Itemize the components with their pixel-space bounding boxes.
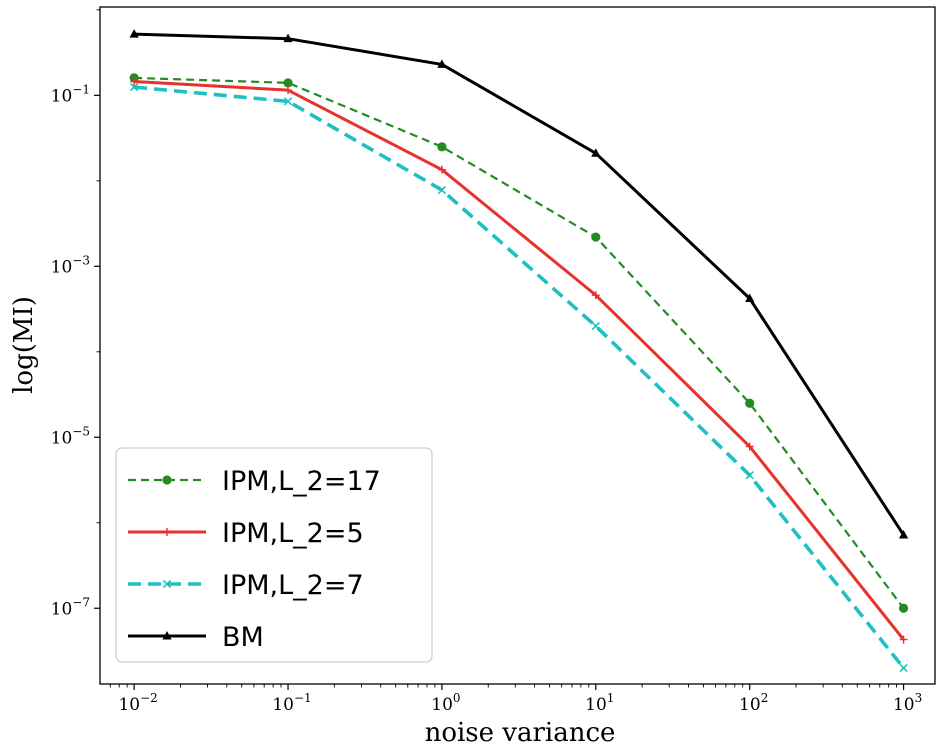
series-layer — [129, 29, 909, 673]
series-3 — [129, 29, 909, 539]
x-tick-label-3: 101 — [585, 691, 614, 715]
x-axis-ticks: 10−2 10−1 100 101 102 103 — [109, 684, 922, 715]
series-3-point-3 — [591, 148, 601, 157]
series-line-3 — [134, 32, 905, 536]
x-tick-label-2: 100 — [431, 691, 460, 715]
x-tick-label-5: 103 — [893, 691, 922, 715]
series-1-point-3 — [591, 291, 600, 300]
legend-frame — [115, 447, 433, 663]
x-tick-label-4: 102 — [739, 691, 768, 715]
series-line-1 — [134, 80, 905, 641]
series-0-point-3 — [591, 232, 601, 242]
legend-marker-0 — [162, 475, 172, 485]
legend-marker-3 — [162, 631, 172, 640]
legend-label-1: IPM,L_2=5 — [222, 518, 364, 549]
series-line-0 — [134, 76, 905, 609]
series-1-point-4 — [745, 442, 754, 451]
series-0-point-1 — [283, 78, 293, 88]
series-2-point-3 — [591, 321, 600, 331]
series-2-point-5 — [899, 663, 908, 673]
series-1-point-0 — [130, 77, 139, 86]
legend-marker-1 — [163, 528, 171, 536]
y-tick-label-0: 10−1 — [51, 82, 90, 106]
series-0-point-2 — [437, 142, 447, 152]
x-tick-label-0: 10−2 — [118, 691, 157, 715]
series-3-point-4 — [745, 293, 755, 303]
series-2 — [129, 82, 908, 673]
series-3-point-0 — [129, 29, 139, 38]
legend-label-0: IPM,L_2=17 — [222, 466, 381, 497]
y-axis-ticks: 10−1 10−3 10−5 10−7 — [51, 9, 100, 619]
y-axis-label: log(MI) — [9, 296, 39, 394]
series-3-point-2 — [437, 59, 447, 68]
plot-frame — [99, 6, 936, 685]
series-1-point-5 — [899, 635, 908, 644]
y-tick-label-1: 10−3 — [51, 253, 90, 277]
y-tick-label-2: 10−5 — [51, 424, 90, 448]
series-1 — [130, 77, 908, 644]
series-1-point-1 — [284, 86, 293, 95]
series-3-point-1 — [283, 33, 293, 43]
legend-label-3: BM — [222, 622, 264, 653]
legend: IPM,L_2=17 IPM,L_2=5 IPM,L_2=7 BM — [115, 447, 433, 663]
series-2-point-4 — [745, 471, 754, 480]
legend-label-2: IPM,L_2=7 — [222, 570, 364, 601]
x-tick-label-1: 10−1 — [272, 691, 311, 715]
series-0-point-4 — [745, 398, 755, 408]
y-tick-label-3: 10−7 — [51, 595, 90, 619]
series-0-point-5 — [898, 603, 909, 613]
series-2-point-2 — [437, 185, 447, 195]
series-2-point-0 — [129, 82, 139, 92]
series-line-2 — [133, 85, 905, 670]
series-1-point-2 — [437, 165, 446, 174]
series-3-point-5 — [898, 529, 909, 539]
series-2-point-1 — [283, 97, 293, 106]
legend-marker-2 — [162, 579, 172, 589]
x-axis-label: noise variance — [425, 718, 616, 748]
